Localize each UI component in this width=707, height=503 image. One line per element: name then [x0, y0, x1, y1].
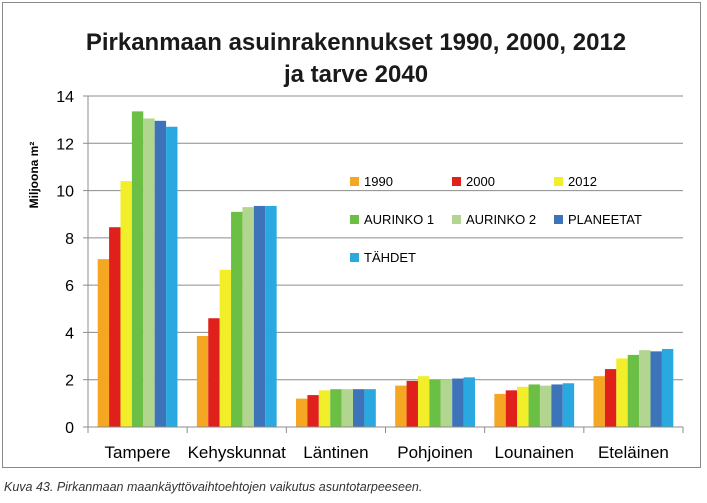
bar-aurinko-1-5	[627, 354, 640, 427]
x-category-label: Läntinen	[303, 443, 368, 462]
axes: 0 2 4 6 8 10 12 14 Tampere Kehyskunnat Läntinen Poh…	[56, 89, 684, 462]
legend-swatch	[554, 177, 563, 186]
legend-item: AURINKO 2	[452, 212, 536, 227]
bar-aurinko-2-3	[440, 379, 453, 427]
bar-1990-3	[395, 385, 407, 427]
bar-aurinko-1-2	[330, 389, 342, 427]
y-tick-label: 0	[65, 420, 74, 437]
legend-item: 1990	[350, 174, 393, 189]
legend-swatch	[350, 177, 359, 186]
legend-item: 2012	[554, 174, 597, 189]
bar-2012-3	[417, 376, 430, 427]
bar-2000-4	[505, 390, 518, 427]
bar-aurinko-2-0	[143, 118, 155, 427]
y-tick-label: 6	[65, 278, 74, 295]
bar-2000-0	[109, 227, 121, 427]
bar-t-hdet-0	[166, 126, 178, 427]
bars	[97, 111, 674, 427]
y-tick-label: 10	[56, 184, 74, 201]
legend-item: 2000	[452, 174, 495, 189]
bar-2000-1	[208, 318, 220, 427]
legend-label: TÄHDET	[364, 250, 416, 265]
bar-1990-4	[494, 393, 506, 427]
legend-label: 2012	[568, 174, 597, 189]
legend-item: TÄHDET	[350, 250, 416, 265]
bar-aurinko-1-0	[131, 111, 144, 427]
y-tick-label: 2	[65, 373, 74, 390]
bar-aurinko-1-1	[231, 211, 243, 427]
bar-planeetat-4	[551, 384, 563, 427]
x-category-label: Lounainen	[495, 443, 574, 462]
bar-planeetat-2	[353, 389, 365, 427]
bar-1990-1	[196, 335, 209, 427]
bar-aurinko-2-4	[539, 385, 552, 427]
bar-2000-2	[307, 395, 319, 427]
x-category-label: Tampere	[105, 443, 171, 462]
legend-label: AURINKO 2	[466, 212, 536, 227]
bar-planeetat-3	[452, 378, 464, 427]
bar-t-hdet-4	[562, 383, 575, 427]
y-tick-label: 4	[65, 325, 74, 342]
bar-aurinko-1-4	[528, 384, 540, 427]
y-tick-label: 14	[56, 89, 74, 106]
bar-aurinko-2-5	[639, 350, 651, 427]
bar-planeetat-1	[253, 205, 266, 427]
legend-item: PLANEETAT	[554, 212, 642, 227]
legend-swatch	[554, 215, 563, 224]
bar-t-hdet-3	[463, 377, 475, 427]
legend-swatch	[452, 215, 461, 224]
legend-label: 2000	[466, 174, 495, 189]
bar-1990-5	[593, 376, 605, 427]
y-tick-label: 8	[65, 231, 74, 248]
legend-item: AURINKO 1	[350, 212, 434, 227]
bar-2000-5	[604, 369, 617, 427]
bar-t-hdet-5	[661, 348, 674, 427]
legend-label: 1990	[364, 174, 393, 189]
x-category-label: Eteläinen	[598, 443, 669, 462]
legend-label: PLANEETAT	[568, 212, 642, 227]
chart-title: Pirkanmaan asuinrakennukset 1990, 2000, …	[86, 29, 626, 88]
bar-2012-2	[318, 390, 331, 427]
chart-title-line-1: Pirkanmaan asuinrakennukset 1990, 2000, …	[86, 29, 626, 56]
bar-planeetat-5	[650, 351, 662, 427]
chart-title-line-2: ja tarve 2040	[283, 61, 428, 88]
bar-t-hdet-1	[265, 205, 277, 427]
legend: 1990 2000 2012 AURINKO 1 AURINKO 2 PLANEETAT T…	[350, 174, 642, 265]
bar-1990-0	[97, 259, 110, 427]
bar-1990-2	[296, 398, 308, 427]
legend-swatch	[350, 253, 359, 262]
bar-planeetat-0	[154, 120, 167, 427]
figure-caption: Kuva 43. Pirkanmaan maankäyttövaihtoehto…	[4, 480, 423, 494]
legend-swatch	[350, 215, 359, 224]
bar-2000-3	[406, 380, 418, 427]
bar-aurinko-1-3	[429, 379, 441, 427]
bar-aurinko-2-2	[341, 389, 354, 427]
y-tick-label: 12	[56, 136, 74, 153]
x-category-label: Kehyskunnat	[188, 443, 287, 462]
bar-2012-5	[616, 358, 628, 427]
x-category-label: Pohjoinen	[397, 443, 473, 462]
bar-2012-4	[517, 386, 529, 427]
bar-t-hdet-2	[364, 389, 376, 427]
bar-2012-1	[219, 269, 232, 427]
grid-lines	[88, 95, 683, 381]
bar-aurinko-2-1	[242, 207, 254, 427]
bar-2012-0	[120, 181, 132, 427]
legend-swatch	[452, 177, 461, 186]
legend-label: AURINKO 1	[364, 212, 434, 227]
y-axis-label: Miljoona m²	[27, 142, 41, 209]
